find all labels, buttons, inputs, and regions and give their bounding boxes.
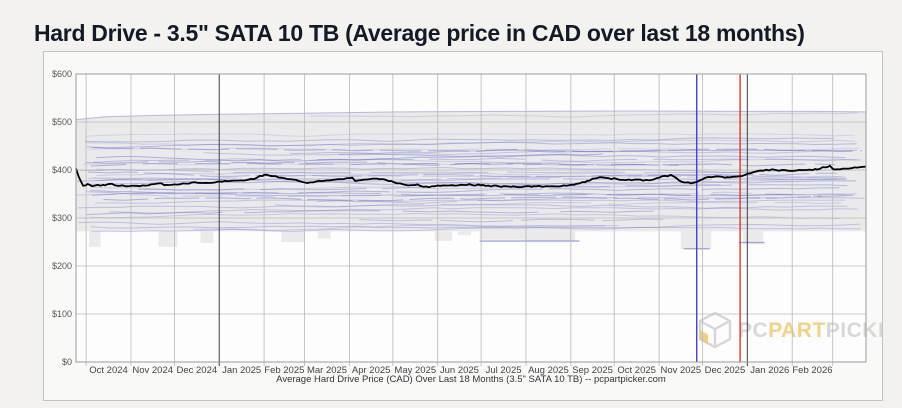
price-history-chart-panel: PCPARTPICKER $600 $500 $400 $300 $200 $100 $0 Oc… — [43, 51, 883, 401]
x-tick-label: Nov 2025 — [660, 365, 701, 376]
x-tick-label: Feb 2026 — [792, 365, 832, 376]
x-tick-label: Feb 2025 — [264, 365, 304, 376]
watermark-cube-icon — [700, 330, 708, 344]
y-axis-labels: $600 $500 $400 $300 $200 $100 $0 — [52, 69, 72, 367]
x-tick-label: Jan 2026 — [750, 365, 789, 376]
x-tick-label: Oct 2025 — [617, 365, 656, 376]
average-price-line — [75, 164, 867, 189]
individual-price-lines — [76, 112, 865, 250]
chart-caption: Average Hard Drive Price (CAD) Over Last… — [276, 374, 666, 385]
x-axis-labels: Oct 2024 Nov 2024 Dec 2024 Jan 2025 Feb 2025… — [89, 365, 832, 376]
x-tick-label: Jul 2025 — [486, 365, 522, 376]
y-tick-label: $300 — [52, 213, 72, 223]
y-tick-label: $100 — [52, 309, 72, 319]
page-title: Hard Drive - 3.5" SATA 10 TB (Average pr… — [34, 20, 805, 46]
watermark-text: PCPARTPICKER — [738, 319, 882, 342]
gridlines — [76, 74, 866, 366]
x-tick-label: Jun 2025 — [440, 365, 479, 376]
x-tick-label: Mar 2025 — [307, 365, 347, 376]
y-tick-label: $500 — [52, 117, 72, 127]
x-tick-label: Aug 2025 — [528, 365, 569, 376]
x-tick-label: Dec 2025 — [705, 365, 746, 376]
x-tick-label: May 2025 — [394, 365, 436, 376]
x-tick-label: Nov 2024 — [132, 365, 173, 376]
price-history-chart[interactable]: PCPARTPICKER $600 $500 $400 $300 $200 $100 $0 Oc… — [44, 52, 882, 400]
minmax-band — [75, 110, 867, 250]
event-markers — [696, 74, 741, 362]
y-tick-label: $0 — [62, 357, 72, 367]
x-tick-label: Dec 2024 — [176, 365, 217, 376]
x-tick-label: Sep 2025 — [572, 365, 613, 376]
y-tick-label: $400 — [52, 165, 72, 175]
x-tick-label: Oct 2024 — [89, 365, 128, 376]
pcpartpicker-watermark: PCPARTPICKER — [698, 311, 882, 349]
y-tick-label: $600 — [52, 69, 72, 79]
x-tick-label: Jan 2025 — [222, 365, 261, 376]
plot-border — [75, 73, 867, 363]
y-tick-label: $200 — [52, 261, 72, 271]
x-tick-label: Apr 2025 — [352, 365, 391, 376]
